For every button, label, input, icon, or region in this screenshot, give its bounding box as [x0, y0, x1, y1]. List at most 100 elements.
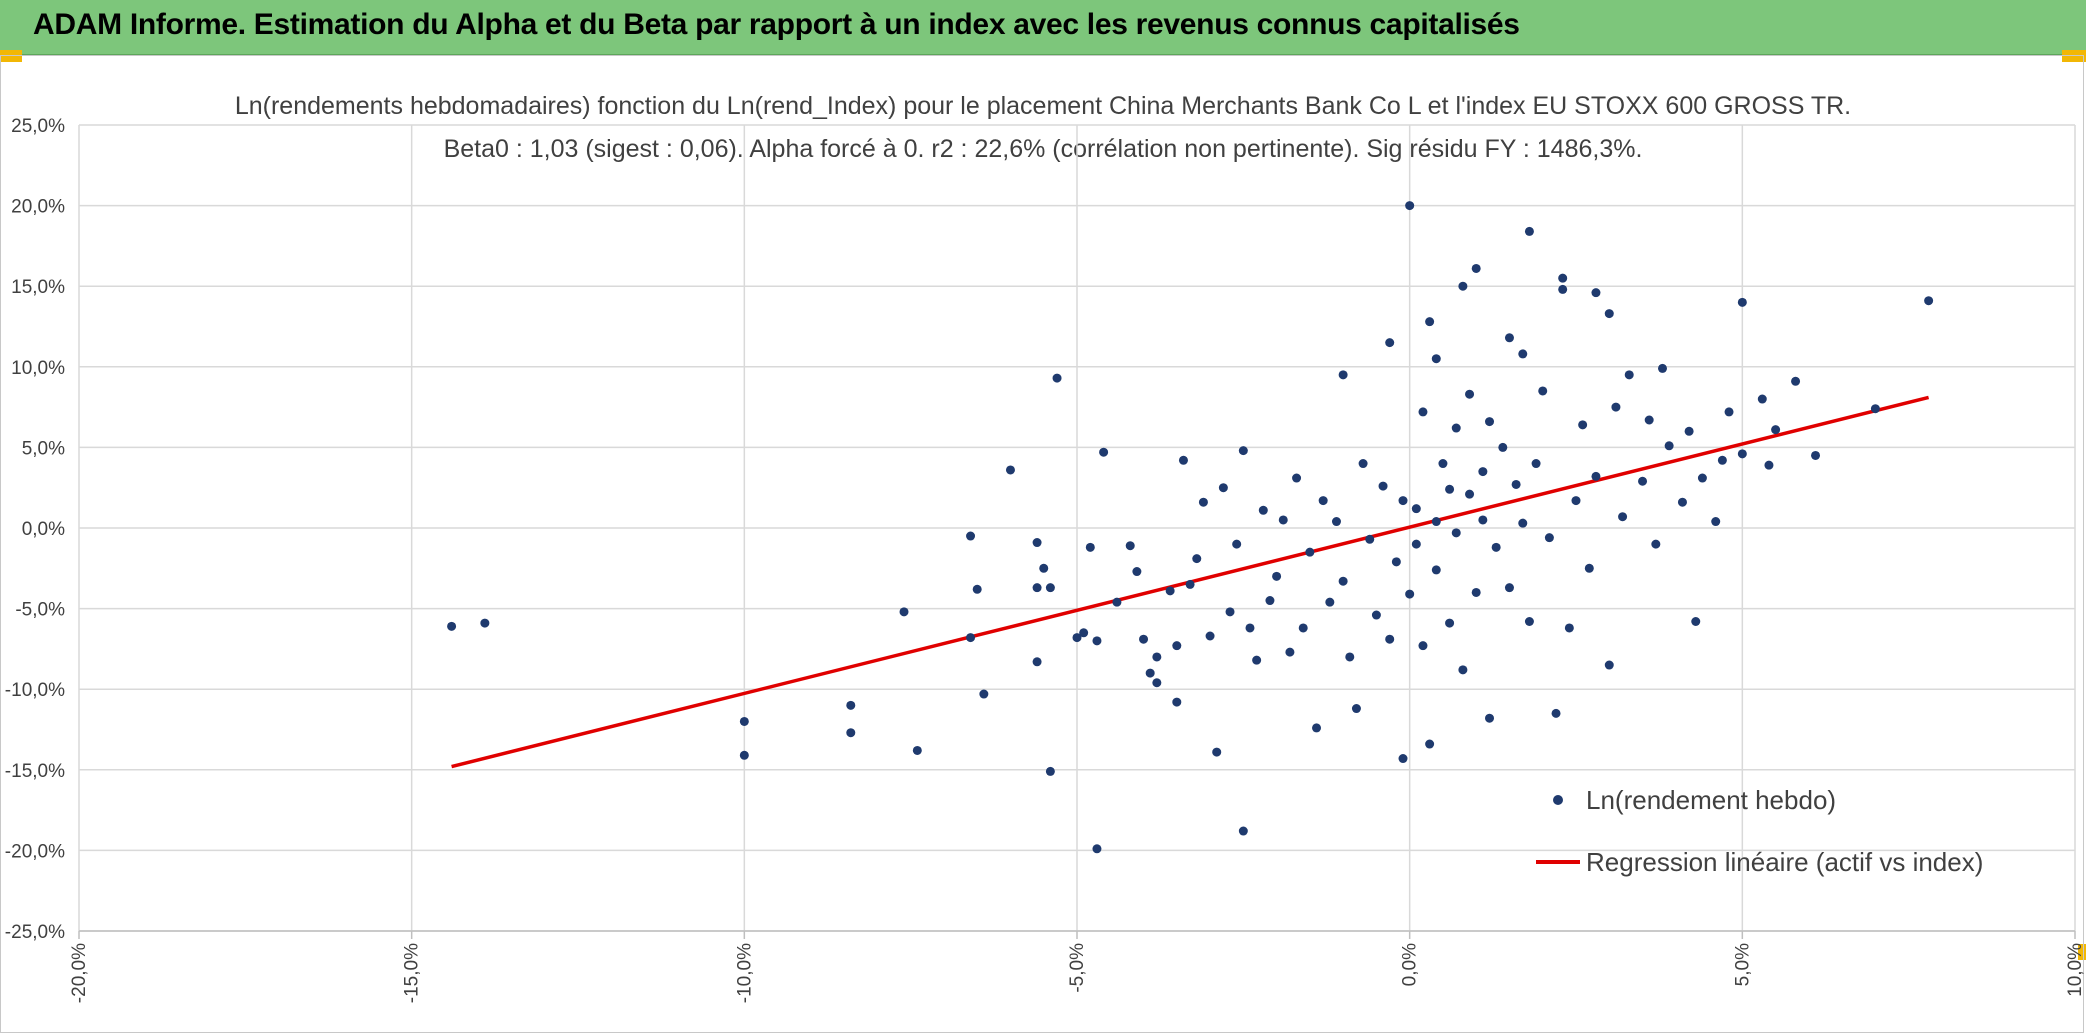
data-point	[966, 633, 976, 643]
data-point	[1305, 547, 1315, 557]
data-point	[1425, 317, 1435, 327]
data-point	[1644, 415, 1654, 425]
y-tick-label: 5,0%	[22, 438, 65, 459]
data-point	[1338, 576, 1348, 586]
data-point	[1112, 597, 1122, 607]
data-point	[1238, 446, 1248, 456]
data-point	[1584, 563, 1594, 573]
data-point	[1032, 538, 1042, 548]
legend-label-points: Ln(rendement hebdo)	[1586, 785, 1836, 815]
data-point	[1285, 647, 1295, 657]
data-point	[1458, 281, 1468, 291]
data-point	[1418, 641, 1428, 651]
data-point	[1331, 517, 1341, 527]
data-point	[1371, 610, 1381, 620]
report-banner: ADAM Informe. Estimation du Alpha et du …	[0, 0, 2086, 55]
data-point	[1358, 459, 1368, 469]
y-tick-label: -5,0%	[15, 600, 65, 621]
y-tick-label: -10,0%	[5, 680, 65, 701]
data-point	[1318, 496, 1328, 506]
data-point	[1431, 517, 1441, 527]
data-point	[1684, 426, 1694, 436]
data-point	[1697, 473, 1707, 483]
data-point	[1451, 423, 1461, 433]
x-tick-label: -5,0%	[1067, 943, 1088, 993]
data-point	[1717, 455, 1727, 465]
data-point	[1238, 826, 1248, 836]
data-point	[1664, 441, 1674, 451]
data-point	[1591, 288, 1601, 298]
data-point	[966, 531, 976, 541]
x-tick-label: 5,0%	[1732, 943, 1753, 986]
x-tick-label: 10,0%	[2065, 943, 2086, 997]
data-point	[1139, 634, 1149, 644]
data-point	[1312, 723, 1322, 733]
data-point	[739, 750, 749, 760]
data-point	[1591, 471, 1601, 481]
data-point	[1278, 515, 1288, 525]
data-point	[1445, 484, 1455, 494]
data-point	[1152, 678, 1162, 688]
data-point	[1092, 844, 1102, 854]
y-tick-label: 25,0%	[11, 116, 65, 137]
data-point	[1471, 263, 1481, 273]
data-point	[1558, 273, 1568, 283]
data-point	[1385, 634, 1395, 644]
chart-frame	[0, 55, 2084, 1033]
data-point	[480, 618, 490, 628]
data-point	[1425, 739, 1435, 749]
data-point	[1005, 465, 1015, 475]
data-point	[1485, 417, 1495, 427]
data-point	[1757, 394, 1767, 404]
data-point	[1298, 623, 1308, 633]
data-point	[1677, 497, 1687, 507]
data-point	[1524, 616, 1534, 626]
data-point	[1338, 370, 1348, 380]
data-point	[1870, 404, 1880, 414]
corner-marker-right	[2062, 50, 2086, 62]
corner-marker-left	[0, 50, 22, 62]
data-point	[1691, 616, 1701, 626]
data-point	[1924, 296, 1934, 306]
data-point	[1504, 583, 1514, 593]
data-point	[1465, 489, 1475, 499]
data-point	[1172, 697, 1182, 707]
data-point	[1498, 442, 1508, 452]
data-point	[1711, 517, 1721, 527]
data-point	[1351, 704, 1361, 714]
data-point	[1398, 496, 1408, 506]
data-point	[979, 689, 989, 699]
data-point	[1604, 660, 1614, 670]
data-point	[1531, 459, 1541, 469]
data-point	[1292, 473, 1302, 483]
data-point	[1272, 571, 1282, 581]
data-point	[1471, 587, 1481, 597]
data-point	[912, 745, 922, 755]
data-point	[1624, 370, 1634, 380]
data-point	[1232, 539, 1242, 549]
data-point	[1072, 633, 1082, 643]
data-point	[846, 700, 856, 710]
data-point	[1651, 539, 1661, 549]
data-point	[1411, 504, 1421, 514]
data-point	[1245, 623, 1255, 633]
data-point	[1445, 618, 1455, 628]
chart-legend: Ln(rendement hebdo) Regression linéaire …	[1536, 785, 1983, 877]
data-point	[1032, 657, 1042, 667]
data-point	[1511, 479, 1521, 489]
data-point	[1538, 386, 1548, 396]
corner-marker-bottom	[2078, 944, 2086, 960]
y-tick-label: 0,0%	[22, 519, 65, 540]
data-point	[1504, 333, 1514, 343]
x-tick-label: -15,0%	[402, 943, 423, 1003]
data-point	[1045, 766, 1055, 776]
data-point	[1325, 597, 1335, 607]
data-point	[1431, 354, 1441, 364]
data-point	[1212, 747, 1222, 757]
data-point	[1518, 349, 1528, 359]
data-point	[1518, 518, 1528, 528]
data-point	[1431, 565, 1441, 575]
data-point	[1192, 554, 1202, 564]
data-point	[972, 584, 982, 594]
title-background	[213, 96, 1849, 170]
